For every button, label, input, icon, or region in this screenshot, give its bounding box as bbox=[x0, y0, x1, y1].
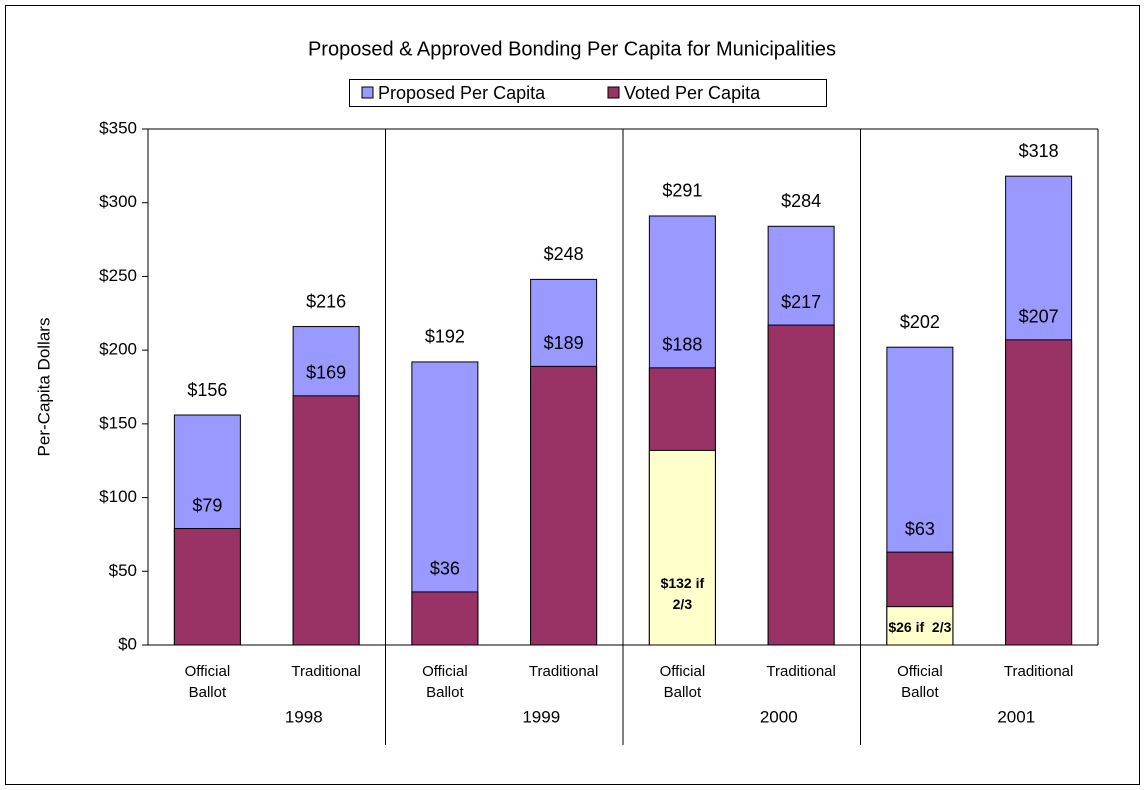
legend-box bbox=[349, 79, 827, 107]
value-label: $63 bbox=[905, 519, 935, 539]
value-label: $79 bbox=[192, 495, 222, 515]
x-tick-label: Traditional bbox=[766, 663, 836, 680]
value-label: $248 bbox=[544, 244, 584, 264]
y-tick-label: $250 bbox=[99, 266, 137, 285]
y-tick-label: $100 bbox=[99, 487, 137, 506]
legend-label: Proposed Per Capita bbox=[378, 83, 546, 103]
y-tick-label: $300 bbox=[99, 192, 137, 211]
legend-swatch bbox=[607, 86, 620, 99]
x-tick-label: Official Ballot bbox=[184, 663, 231, 701]
x-tick-label-box: Official Ballot bbox=[897, 663, 943, 701]
group-label: 1998 bbox=[285, 707, 323, 726]
group-label: 2000 bbox=[760, 707, 798, 726]
bar-two-thirds bbox=[886, 606, 954, 646]
value-label: $284 bbox=[781, 191, 821, 211]
x-tick-label: Official Ballot bbox=[422, 663, 468, 701]
two-thirds-label-box: $132 if 2/3 bbox=[660, 575, 705, 612]
y-tick-label: $350 bbox=[99, 118, 137, 137]
value-label: $36 bbox=[430, 559, 460, 579]
x-tick-label: Official Ballot bbox=[897, 663, 943, 701]
value-label: $216 bbox=[306, 291, 346, 311]
value-label: $217 bbox=[781, 292, 821, 312]
group-label: 2001 bbox=[997, 707, 1035, 726]
legend-label: Voted Per Capita bbox=[624, 83, 761, 103]
two-thirds-label: $132 if 2/3 bbox=[660, 575, 705, 612]
x-tick-label: Official Ballot bbox=[659, 663, 706, 701]
x-tick-label-box: Traditional bbox=[1003, 663, 1074, 680]
two-thirds-label-box: $26 if 2/3 bbox=[888, 619, 952, 635]
y-tick-label: $200 bbox=[99, 340, 137, 359]
y-tick-label: $150 bbox=[99, 413, 137, 432]
bar-1 bbox=[767, 324, 835, 646]
x-tick-label: Traditional bbox=[291, 663, 361, 680]
value-label: $169 bbox=[306, 363, 346, 383]
y-tick-label: $0 bbox=[118, 634, 137, 653]
legend-swatch bbox=[361, 86, 374, 99]
value-label: $291 bbox=[662, 181, 702, 201]
chart-title: Proposed & Approved Bonding Per Capita f… bbox=[308, 38, 836, 60]
value-label: $202 bbox=[900, 312, 940, 332]
value-label: $156 bbox=[187, 380, 227, 400]
y-tick-label: $50 bbox=[109, 561, 137, 580]
value-label: $318 bbox=[1019, 141, 1059, 161]
bar-two-thirds bbox=[648, 449, 716, 646]
y-axis-label: Per-Capita Dollars bbox=[34, 318, 53, 457]
x-tick-label-box: Traditional bbox=[766, 663, 836, 680]
x-tick-label-box: Traditional bbox=[528, 663, 599, 680]
value-label: $207 bbox=[1019, 307, 1059, 327]
group-label: 1999 bbox=[522, 707, 560, 726]
x-tick-label: Traditional bbox=[1003, 663, 1074, 680]
two-thirds-label: $26 if 2/3 bbox=[888, 619, 952, 635]
x-tick-label-box: Traditional bbox=[291, 663, 361, 680]
x-tick-label-box: Official Ballot bbox=[422, 663, 468, 701]
bar-1 bbox=[530, 365, 598, 646]
value-label: $192 bbox=[425, 327, 465, 347]
bar-1 bbox=[1005, 339, 1073, 646]
bar-1 bbox=[173, 528, 241, 646]
value-label: $189 bbox=[544, 333, 584, 353]
x-tick-label-box: Official Ballot bbox=[184, 663, 231, 701]
bar-1 bbox=[292, 395, 360, 646]
value-label: $188 bbox=[662, 335, 702, 355]
x-tick-label: Traditional bbox=[528, 663, 599, 680]
x-tick-label-box: Official Ballot bbox=[659, 663, 706, 701]
bar-1 bbox=[411, 591, 479, 646]
